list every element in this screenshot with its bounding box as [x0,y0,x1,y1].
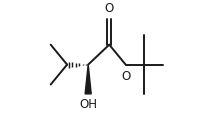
Text: OH: OH [80,98,98,111]
Text: O: O [121,70,130,83]
Text: O: O [105,2,114,15]
Polygon shape [85,65,91,94]
